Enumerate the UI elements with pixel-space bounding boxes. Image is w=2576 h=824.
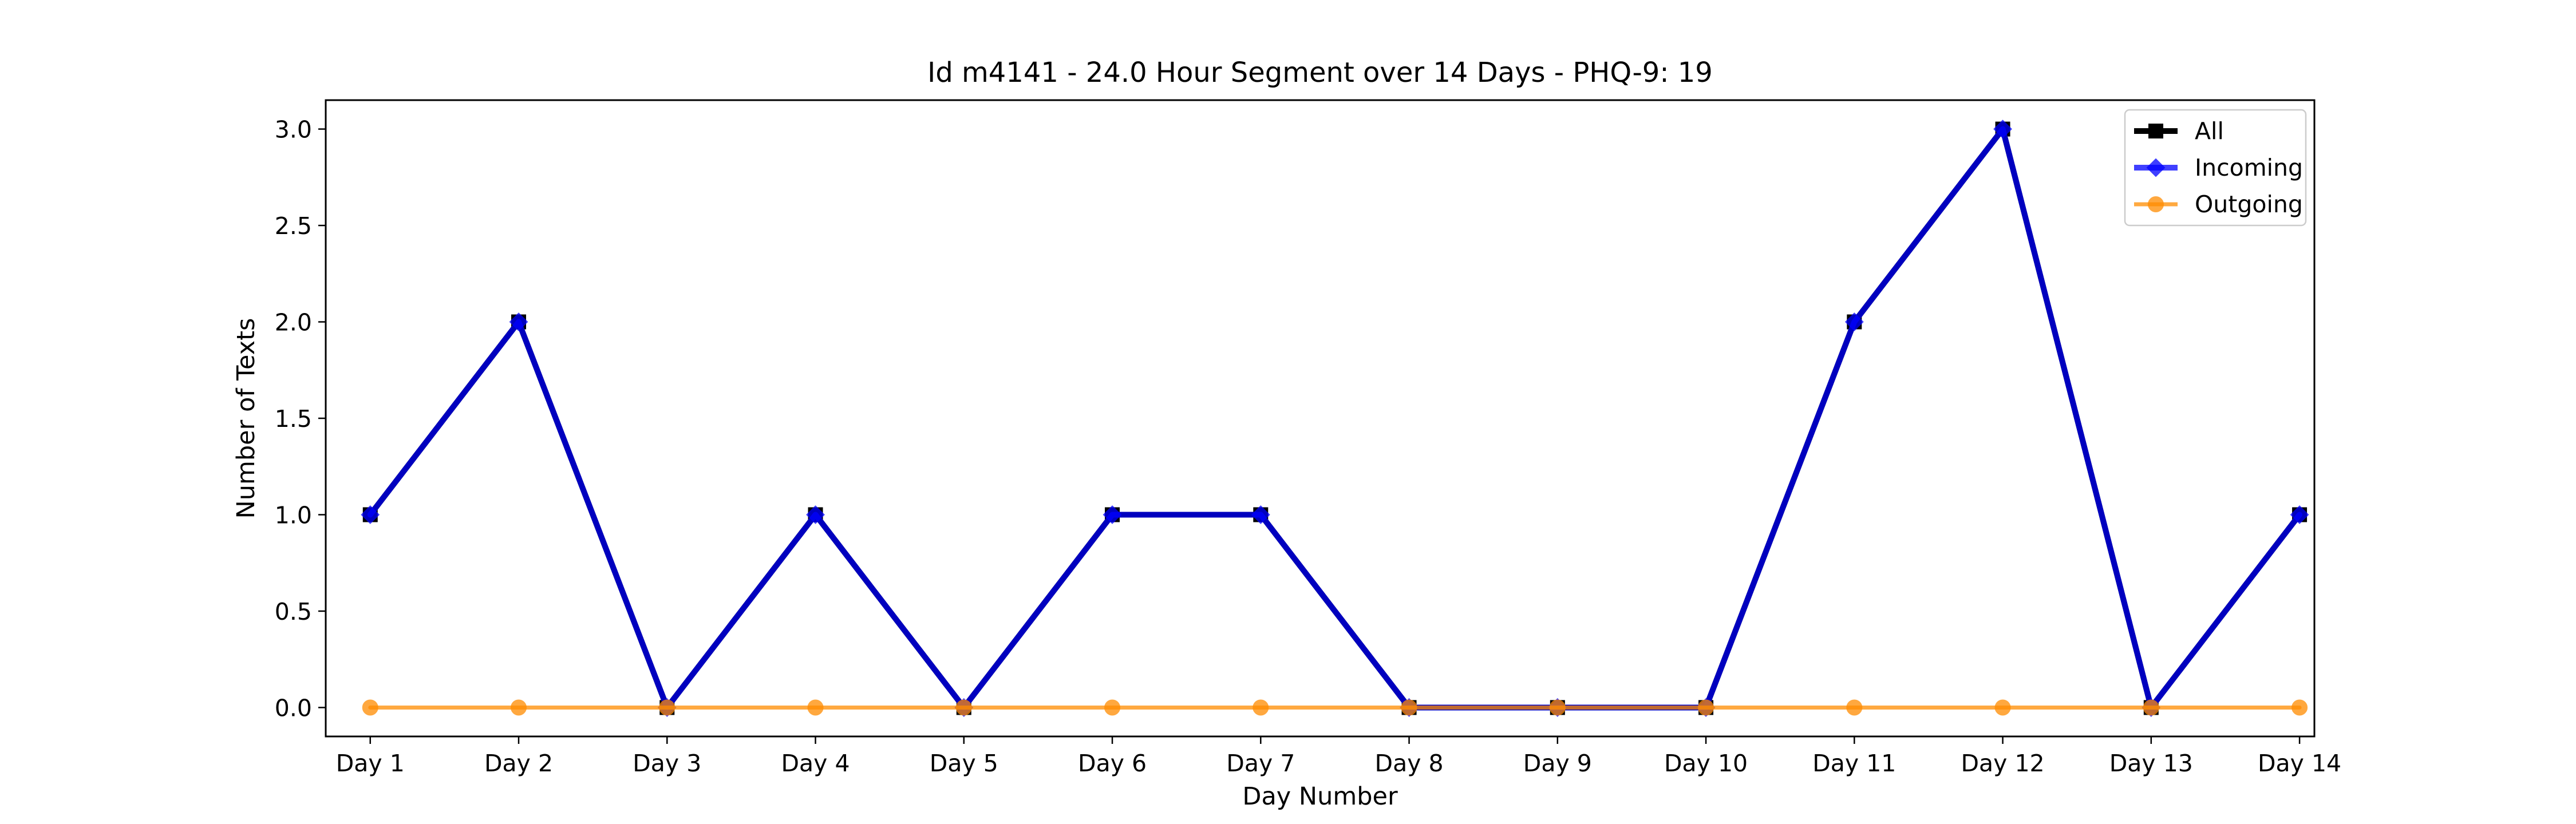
y-tick-label: 1.0 (275, 501, 312, 529)
y-tick-label: 0.0 (275, 694, 312, 722)
legend-entry-all: All (2195, 117, 2224, 145)
data-point-incoming (1251, 505, 1270, 524)
data-point-outgoing (2143, 699, 2159, 716)
x-tick-label: Day 6 (1078, 750, 1147, 777)
data-point-outgoing (1253, 699, 1269, 716)
data-point-outgoing (511, 699, 527, 716)
y-tick-label: 2.5 (275, 212, 312, 240)
series-line-incoming (367, 126, 2303, 711)
y-tick-label: 3.0 (275, 116, 312, 144)
legend: All Incoming Outgoing (2124, 109, 2307, 227)
y-tick-label: 0.5 (275, 598, 312, 625)
data-point-outgoing (955, 699, 972, 716)
data-point-outgoing (807, 699, 824, 716)
data-point-outgoing (1104, 699, 1121, 716)
legend-entry-incoming: Incoming (2195, 154, 2303, 181)
legend-box (2124, 109, 2307, 227)
x-tick-label: Day 8 (1375, 750, 1444, 777)
data-point-incoming (1993, 120, 2012, 138)
data-point-outgoing (1401, 699, 1417, 716)
y-tick-label: 1.5 (275, 405, 312, 433)
legend-swatch-marker (2148, 124, 2163, 138)
x-tick-label: Day 4 (781, 750, 850, 777)
x-tick-label: Day 2 (484, 750, 553, 777)
data-point-outgoing (1846, 699, 1863, 716)
x-tick-label: Day 7 (1226, 750, 1295, 777)
x-tick-label: Day 13 (2109, 750, 2193, 777)
x-tick-label: Day 14 (2258, 750, 2341, 777)
x-axis-label: Day Number (1242, 782, 1398, 811)
data-point-incoming (1103, 505, 1122, 524)
legend-entry-outgoing: Outgoing (2195, 191, 2303, 218)
legend-swatch-marker (2148, 196, 2164, 212)
x-tick-label: Day 9 (1523, 750, 1592, 777)
data-point-outgoing (1698, 699, 1714, 716)
chart-title: Id m4141 - 24.0 Hour Segment over 14 Day… (927, 57, 1713, 89)
y-axis-label: Number of Texts (232, 318, 260, 519)
data-point-outgoing (1994, 699, 2011, 716)
x-tick-label: Day 1 (336, 750, 405, 777)
x-tick-label: Day 3 (633, 750, 701, 777)
data-point-incoming (806, 505, 825, 524)
data-point-outgoing (2291, 699, 2308, 716)
data-point-outgoing (659, 699, 675, 716)
data-point-incoming (361, 505, 380, 524)
x-tick-label: Day 10 (1664, 750, 1748, 777)
data-point-outgoing (1549, 699, 1566, 716)
data-point-incoming (509, 312, 528, 331)
plot-area: 0.0 0.5 1.0 1.5 2.0 2.5 3.0 Day 1 Day 2 Day 3 Day … (275, 99, 2341, 777)
data-point-incoming (1844, 312, 1864, 331)
x-tick-label: Day 11 (1812, 750, 1896, 777)
x-tick-label: Day 5 (930, 750, 998, 777)
legend-swatch-marker (2146, 158, 2166, 177)
data-point-outgoing (362, 699, 378, 716)
data-point-incoming (2290, 505, 2309, 524)
y-tick-label: 2.0 (275, 309, 312, 336)
x-tick-label: Day 12 (1961, 750, 2044, 777)
